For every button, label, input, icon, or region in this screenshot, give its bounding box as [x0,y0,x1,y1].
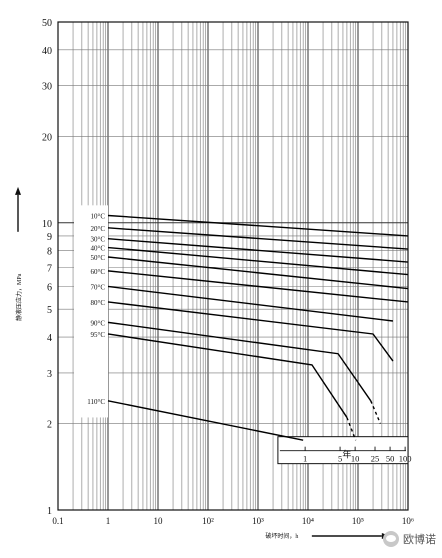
x-tick-label: 10⁴ [302,516,314,526]
x-tick-label: 10⁶ [402,516,414,526]
y-tick-label: 1 [47,506,52,517]
series-line [107,256,409,290]
series-label: 70°C [91,283,106,291]
years-tick-label: 25 [371,454,380,464]
years-tick-label: 5 [338,454,342,464]
y-tick-label: 3 [47,369,52,380]
series-label: 95°C [91,331,106,339]
y-tick-label: 5 [47,305,52,316]
series-label: 30°C [91,236,106,244]
y-tick-label: 7 [47,263,52,274]
wechat-icon [383,531,399,547]
series-line-extrapolated [370,400,382,424]
label-panel [74,205,108,418]
y-axis-title: 静液压应力，MPa [15,273,23,321]
years-tick-label: 100 [399,454,412,464]
years-scale-box [277,436,409,465]
series-line [107,333,348,418]
years-tick-label: 10 [351,454,360,464]
series-line [107,246,409,276]
series-label: 50°C [91,254,106,262]
y-tick-label: 50 [42,18,52,29]
y-tick-label: 9 [47,232,52,243]
years-tick-label: 1 [303,454,307,464]
x-tick-label: 10² [202,516,214,526]
years-unit-label: 年 [342,449,351,460]
x-tick-label: 0.1 [52,516,63,526]
series-label: 60°C [91,268,106,276]
series-line [107,270,409,303]
watermark: 欧博诺 [383,531,436,547]
y-tick-label: 2 [47,420,52,431]
series-line [107,238,409,263]
y-tick-label: 40 [42,46,52,57]
y-axis-arrow-head [15,186,21,195]
series-label: 10°C [91,212,106,220]
series-line [107,321,372,402]
y-tick-label: 8 [47,247,52,258]
x-tick-label: 10 [154,516,164,526]
x-tick-label: 1 [106,516,111,526]
series-label: 40°C [91,245,106,253]
series-label: 90°C [91,319,106,327]
x-axis-title: 破坏时间，h [265,532,298,540]
x-tick-label: 10⁵ [352,516,364,526]
years-tick-label: 50 [386,454,395,464]
series-label: 20°C [91,225,106,233]
y-tick-label: 20 [42,132,52,143]
y-tick-label: 6 [47,282,52,293]
x-tick-label: 10³ [252,516,264,526]
series-line [107,214,409,237]
series-line [107,301,394,362]
y-tick-label: 4 [47,333,52,344]
series-line-extrapolated [346,417,357,441]
plot-frame [57,21,409,511]
series-line [107,400,304,441]
watermark-text: 欧博诺 [403,533,436,546]
y-tick-label: 10 [42,219,52,230]
series-label: 110°C [87,398,105,406]
series-line [107,285,394,322]
series-label: 80°C [91,299,106,307]
y-tick-label: 30 [42,82,52,93]
series-line [107,227,409,250]
